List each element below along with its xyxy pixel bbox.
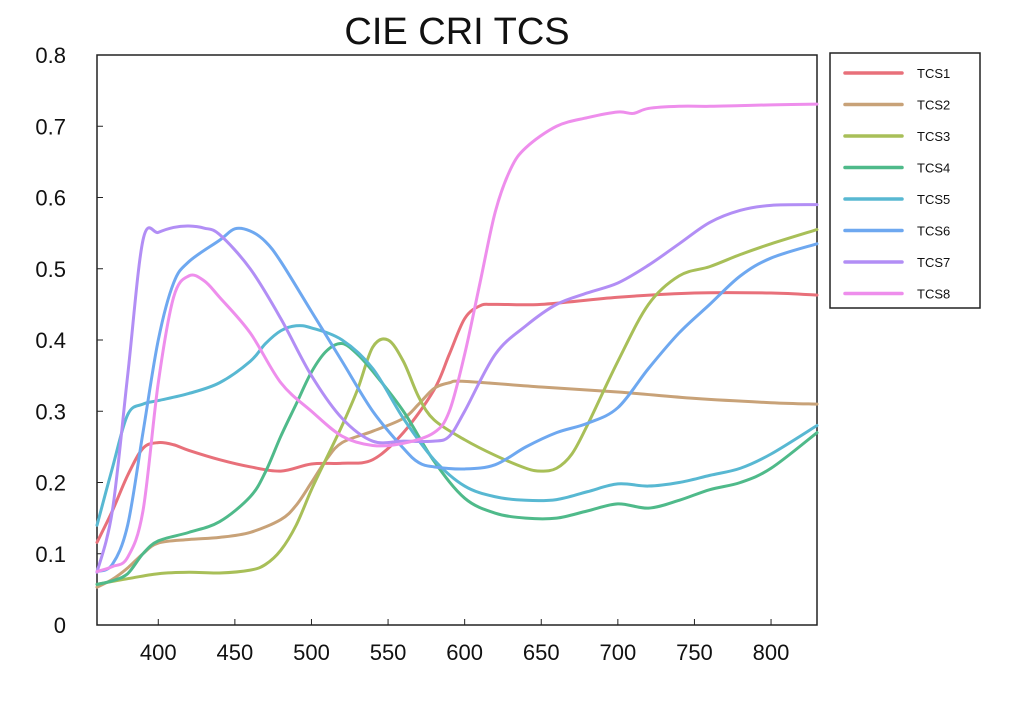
legend-label: TCS3 xyxy=(917,129,950,144)
y-tick-label: 0.3 xyxy=(35,399,66,424)
x-tick-label: 700 xyxy=(599,640,636,665)
series-line-tcs6 xyxy=(95,226,819,574)
legend-label: TCS2 xyxy=(917,98,950,113)
legend-label: TCS5 xyxy=(917,192,950,207)
series-line-tcs7 xyxy=(95,203,819,574)
x-axis: 400 450 500 550 600 650 700 750 800 xyxy=(140,619,789,665)
x-tick-label: 800 xyxy=(753,640,790,665)
series-line-tcs3 xyxy=(95,228,819,586)
x-tick-label: 450 xyxy=(217,640,254,665)
chart-title: CIE CRI TCS xyxy=(344,11,569,53)
plot-area xyxy=(96,54,818,626)
y-tick-label: 0.5 xyxy=(35,257,66,282)
y-tick-label: 0.4 xyxy=(35,328,66,353)
y-tick-label: 0 xyxy=(54,613,66,638)
series-line-tcs5 xyxy=(95,324,819,527)
legend-label: TCS8 xyxy=(917,287,950,302)
legend-label: TCS6 xyxy=(917,224,950,239)
x-tick-label: 550 xyxy=(370,640,407,665)
series-line-tcs2 xyxy=(95,379,819,589)
legend-box xyxy=(829,52,981,309)
x-tick-label: 750 xyxy=(676,640,713,665)
x-tick-label: 600 xyxy=(446,640,483,665)
legend-label: TCS7 xyxy=(917,255,950,270)
x-tick-label: 650 xyxy=(523,640,560,665)
series-line-tcs8 xyxy=(95,102,819,574)
y-tick-label: 0.2 xyxy=(35,471,66,496)
legend: TCS1 TCS2 TCS3 TCS4 TCS5 TCS6 TCS7 TCS8 xyxy=(829,52,981,309)
series-lines xyxy=(95,102,819,589)
legend-label: TCS4 xyxy=(917,161,950,176)
series-line-tcs4 xyxy=(95,342,819,586)
y-tick-label: 0.7 xyxy=(35,114,66,139)
y-tick-label: 0.1 xyxy=(35,542,66,567)
series-line-tcs1 xyxy=(95,291,819,544)
legend-label: TCS1 xyxy=(917,66,950,81)
x-tick-label: 400 xyxy=(140,640,177,665)
y-axis: 0 0.1 0.2 0.3 0.4 0.5 0.6 0.7 0.8 xyxy=(35,43,103,638)
y-tick-label: 0.8 xyxy=(35,43,66,68)
y-tick-label: 0.6 xyxy=(35,186,66,211)
x-tick-label: 500 xyxy=(293,640,330,665)
